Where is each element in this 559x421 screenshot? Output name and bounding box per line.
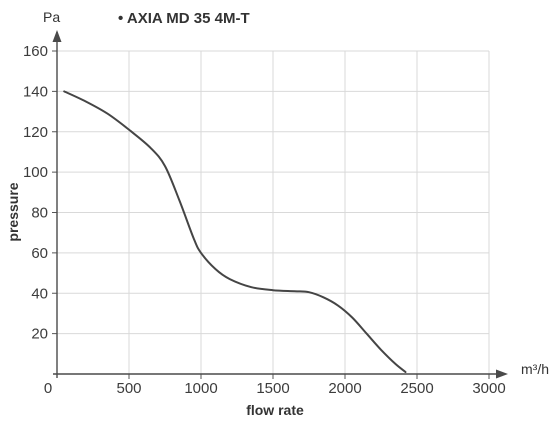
chart-title: • AXIA MD 35 4M-T: [118, 10, 250, 27]
y-tick-label: 160: [23, 43, 48, 60]
tick-labels: 0 500 1000 1500 2000 2500 3000 20 40 60 80 100 120 14…: [23, 43, 506, 397]
y-tick-label: 120: [23, 124, 48, 141]
x-tick-label: 0: [44, 380, 52, 397]
y-tick-label: 140: [23, 83, 48, 100]
x-tick-label: 500: [116, 380, 141, 397]
x-tick-label: 2500: [400, 380, 433, 397]
y-tick-label: 60: [31, 245, 48, 262]
x-tick-label: 2000: [328, 380, 361, 397]
y-tick-label: 80: [31, 205, 48, 222]
y-tick-label: 100: [23, 164, 48, 181]
x-tick-label: 1000: [184, 380, 217, 397]
x-axis-title: flow rate: [246, 402, 304, 418]
y-tick-label: 20: [31, 326, 48, 343]
axes: [52, 30, 508, 379]
x-axis-arrow: [496, 369, 508, 379]
x-unit-label: m³/h: [521, 361, 549, 377]
y-axis-arrow: [52, 30, 62, 42]
y-unit-label: Pa: [43, 9, 60, 25]
grid: [57, 50, 490, 374]
y-tick-label: 40: [31, 285, 48, 302]
series: [63, 90, 407, 373]
x-tick-label: 3000: [472, 380, 505, 397]
pressure-curve-0: [63, 90, 407, 373]
y-axis-title: pressure: [5, 182, 21, 241]
x-tick-label: 1500: [256, 380, 289, 397]
